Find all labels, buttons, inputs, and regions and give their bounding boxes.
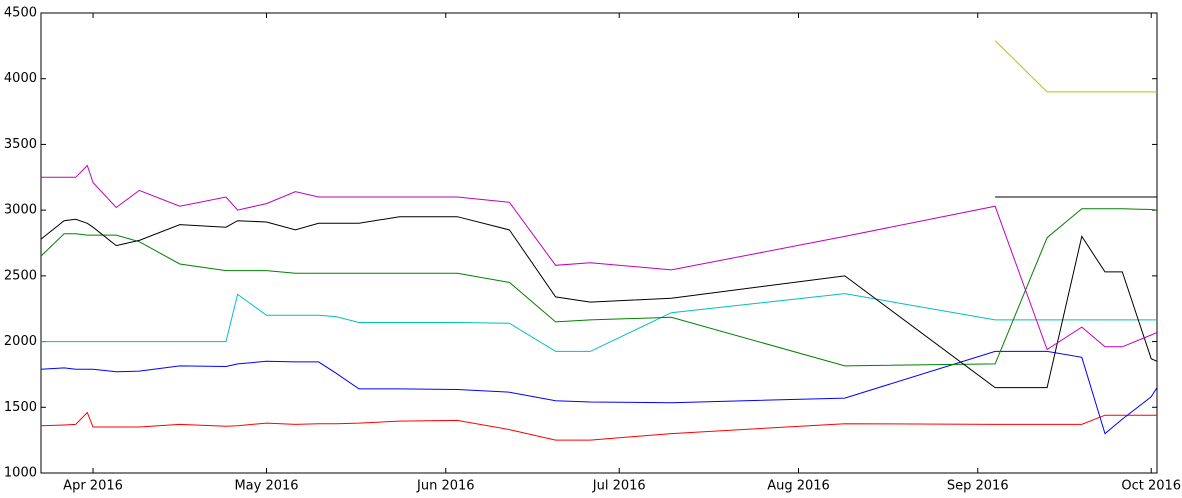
y-tick-label: 2000 [4,334,37,349]
y-tick-label: 4000 [4,71,37,86]
series-line [40,216,1158,389]
series-line [40,208,1158,367]
x-tick-label: Sep 2016 [947,479,1009,494]
y-tick-label: 2500 [4,268,37,283]
series-line [41,164,1158,351]
x-tick-label: May 2016 [234,479,298,494]
y-tick-label: 3500 [4,137,37,152]
x-tick-label: Oct 2016 [1121,479,1181,494]
y-tick-label: 1500 [4,400,37,415]
x-tick-label: Jul 2016 [592,479,646,494]
x-tick-label: Aug 2016 [767,479,830,494]
series-line [40,350,1158,435]
y-tick-label: 3000 [4,203,37,218]
y-tick-label: 1000 [4,466,37,481]
series-line [41,293,1157,352]
y-tick-label: 4500 [4,6,37,21]
series-line [994,40,1157,93]
x-tick-label: Jun 2016 [416,479,475,494]
x-tick-label: Apr 2016 [63,479,123,494]
plot-frame [40,12,1158,474]
series-line [40,411,1157,441]
